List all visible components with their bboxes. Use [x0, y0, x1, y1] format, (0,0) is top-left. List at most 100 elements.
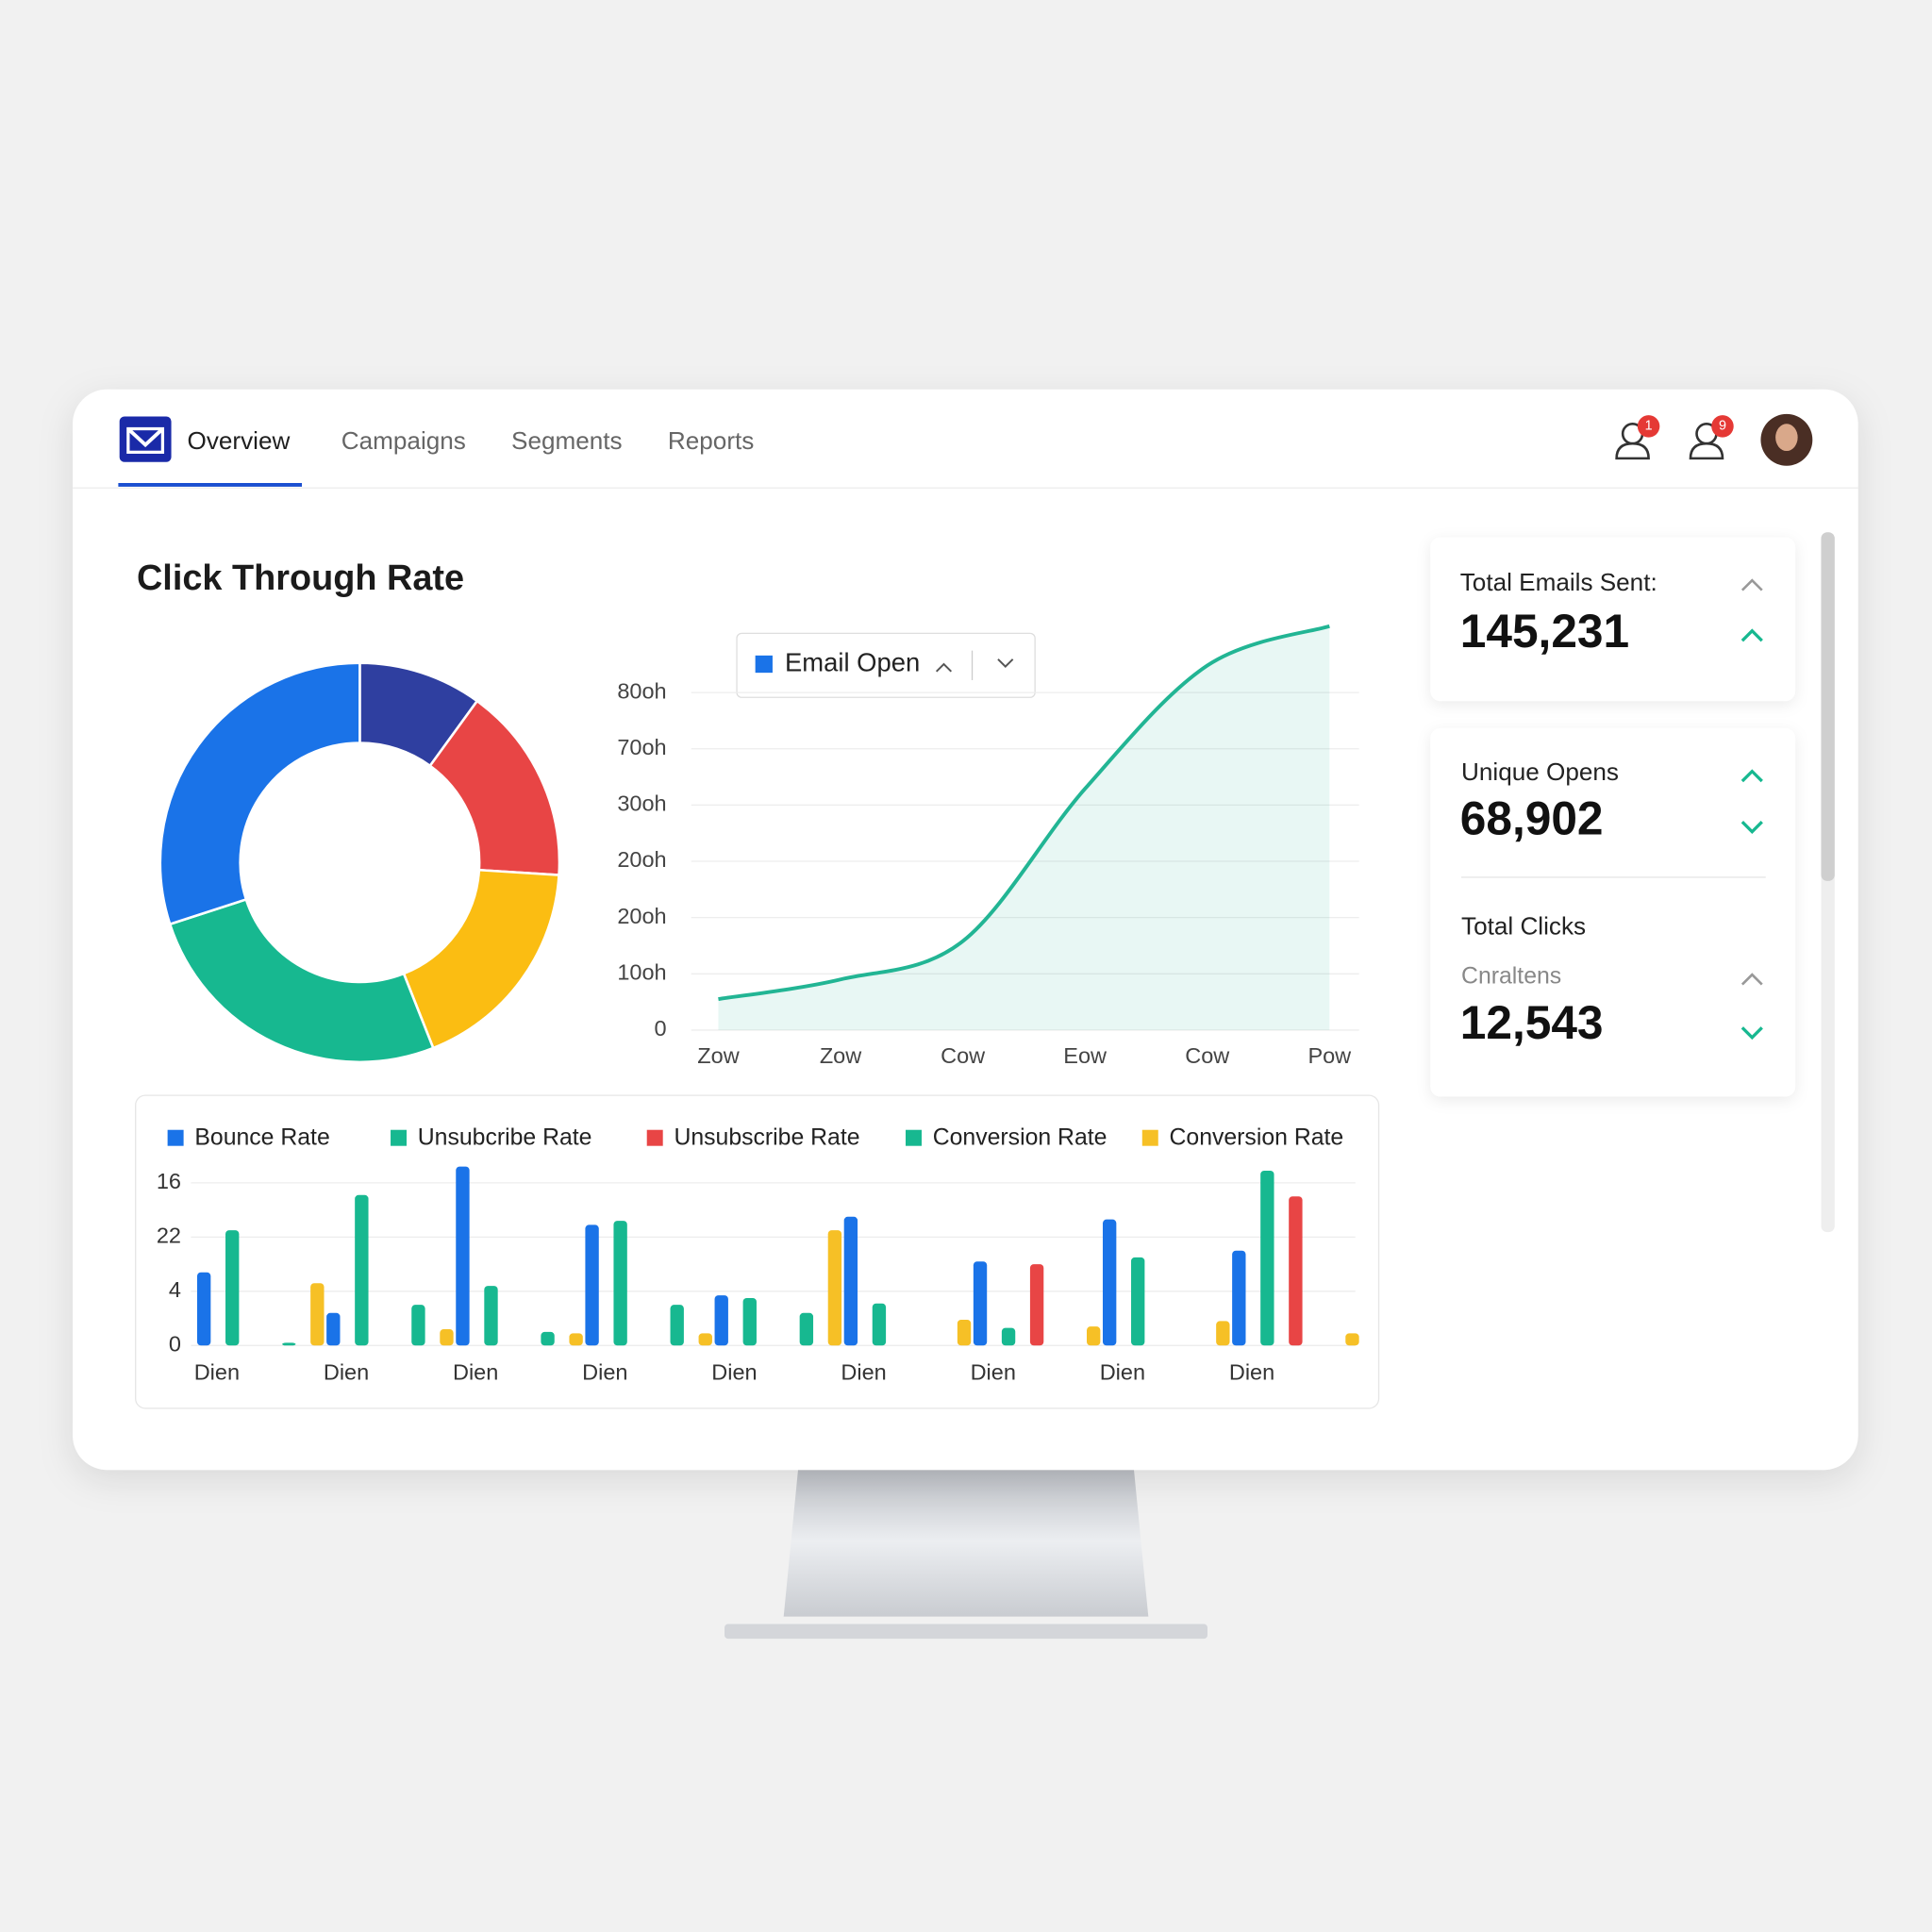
y-tick-label: 70oh: [617, 735, 666, 759]
nav-item[interactable]: Overview: [188, 426, 291, 455]
y-tick-label: 22: [157, 1224, 181, 1248]
bar: [440, 1329, 454, 1346]
bar: [484, 1286, 498, 1346]
y-tick-label: 0: [655, 1016, 667, 1041]
donut-segment: [158, 661, 361, 926]
badge: [1711, 415, 1734, 438]
card-value: 145,231: [1460, 605, 1629, 658]
stat-cards: Total Emails Sent: 145,231 Unique Opens …: [1430, 537, 1796, 1097]
card-sublabel: Cnraltens: [1461, 963, 1561, 989]
legend-swatch: [646, 1129, 663, 1146]
x-tick-label: Dien: [324, 1360, 369, 1385]
legend-swatch: [167, 1129, 184, 1146]
line: [718, 624, 1330, 1002]
bar: [326, 1312, 341, 1346]
bar: [1102, 1219, 1117, 1346]
bar: [569, 1333, 583, 1346]
chevron[interactable]: [1740, 973, 1763, 986]
chevron[interactable]: [1740, 578, 1763, 591]
bar: [310, 1283, 325, 1346]
x-tick-label: Zow: [820, 1043, 862, 1068]
card-label: Total Clicks: [1461, 911, 1586, 940]
bar: [1131, 1257, 1145, 1346]
y-tick-label: 0: [169, 1331, 181, 1356]
bar: [613, 1221, 627, 1346]
legend-label: Unsubscribe Rate: [674, 1124, 859, 1150]
chevron[interactable]: [1740, 769, 1763, 783]
y-tick-label: 20oh: [617, 847, 666, 872]
bar: [872, 1303, 887, 1346]
bar: [541, 1331, 555, 1346]
card-label: Unique Opens: [1461, 758, 1619, 786]
card: [1430, 537, 1796, 702]
legend-label: Conversion Rate: [1170, 1124, 1344, 1150]
nav-item[interactable]: Segments: [511, 426, 623, 455]
bar: [1029, 1264, 1044, 1346]
bar: [456, 1166, 470, 1346]
x-tick-label: Zow: [697, 1043, 740, 1068]
legend-label: Bounce Rate: [194, 1124, 329, 1150]
legend-label: Email Open: [785, 647, 920, 676]
logo-envelope: [126, 426, 165, 454]
legend-swatch: [755, 655, 773, 674]
bar: [1289, 1196, 1303, 1346]
bar: [714, 1295, 728, 1346]
legend-label: Unsubcribe Rate: [418, 1124, 592, 1150]
bar: [282, 1342, 296, 1346]
chevron[interactable]: [1740, 628, 1763, 642]
chevron[interactable]: [1740, 1026, 1763, 1041]
y-tick-label: 80oh: [617, 678, 666, 703]
y-tick-label: 30oh: [617, 791, 666, 816]
nav-item[interactable]: Reports: [668, 426, 754, 455]
bar: [670, 1305, 684, 1346]
bar: [957, 1319, 972, 1346]
bar: [1216, 1321, 1230, 1346]
legend-label: Conversion Rate: [933, 1124, 1108, 1150]
bar: [355, 1194, 369, 1346]
bar: [1232, 1250, 1246, 1346]
x-tick-label: Pow: [1307, 1043, 1352, 1068]
x-tick-label: Dien: [711, 1360, 757, 1385]
legend-swatch: [1141, 1129, 1158, 1146]
avatar-face: [1775, 424, 1798, 452]
x-tick-label: Cow: [1185, 1043, 1230, 1068]
bar: [225, 1230, 240, 1346]
x-tick-label: Dien: [971, 1360, 1016, 1385]
bar: [799, 1312, 814, 1346]
logo-envelope: [127, 428, 163, 448]
bar: [1087, 1326, 1101, 1346]
card-value: 68,902: [1460, 791, 1604, 844]
bar: [1001, 1327, 1016, 1346]
badge-text: 9: [1719, 419, 1726, 434]
card: [1430, 727, 1796, 1097]
active-underline: [118, 483, 302, 487]
x-tick-label: Dien: [194, 1360, 240, 1385]
bar: [196, 1272, 211, 1346]
nav-item[interactable]: Campaigns: [341, 426, 466, 455]
card-value: 12,543: [1460, 996, 1604, 1049]
bar: [1345, 1333, 1359, 1346]
scrollbar-thumb[interactable]: [1821, 532, 1835, 881]
legend-swatch: [391, 1129, 408, 1146]
y-tick-label: 10oh: [617, 959, 666, 984]
bar: [827, 1230, 842, 1346]
x-tick-label: Dien: [582, 1360, 627, 1385]
bar: [698, 1333, 712, 1346]
y-tick-label: 16: [157, 1169, 181, 1193]
bar: [843, 1216, 858, 1346]
bar: [585, 1224, 599, 1346]
chart-title: Click Through Rate: [137, 558, 464, 598]
bar: [742, 1298, 757, 1346]
x-tick-label: Dien: [453, 1360, 498, 1385]
donut-segment: [168, 897, 435, 1064]
bar: [973, 1261, 988, 1346]
y-tick-label: 4: [169, 1277, 181, 1302]
x-tick-label: Dien: [1100, 1360, 1145, 1385]
y-tick-label: 20oh: [617, 904, 666, 928]
monitor-base: [724, 1624, 1208, 1640]
x-tick-label: Dien: [1229, 1360, 1274, 1385]
line-legend[interactable]: Email Open: [736, 632, 1036, 698]
chevron[interactable]: [1740, 821, 1763, 834]
x-tick-label: Dien: [841, 1360, 886, 1385]
